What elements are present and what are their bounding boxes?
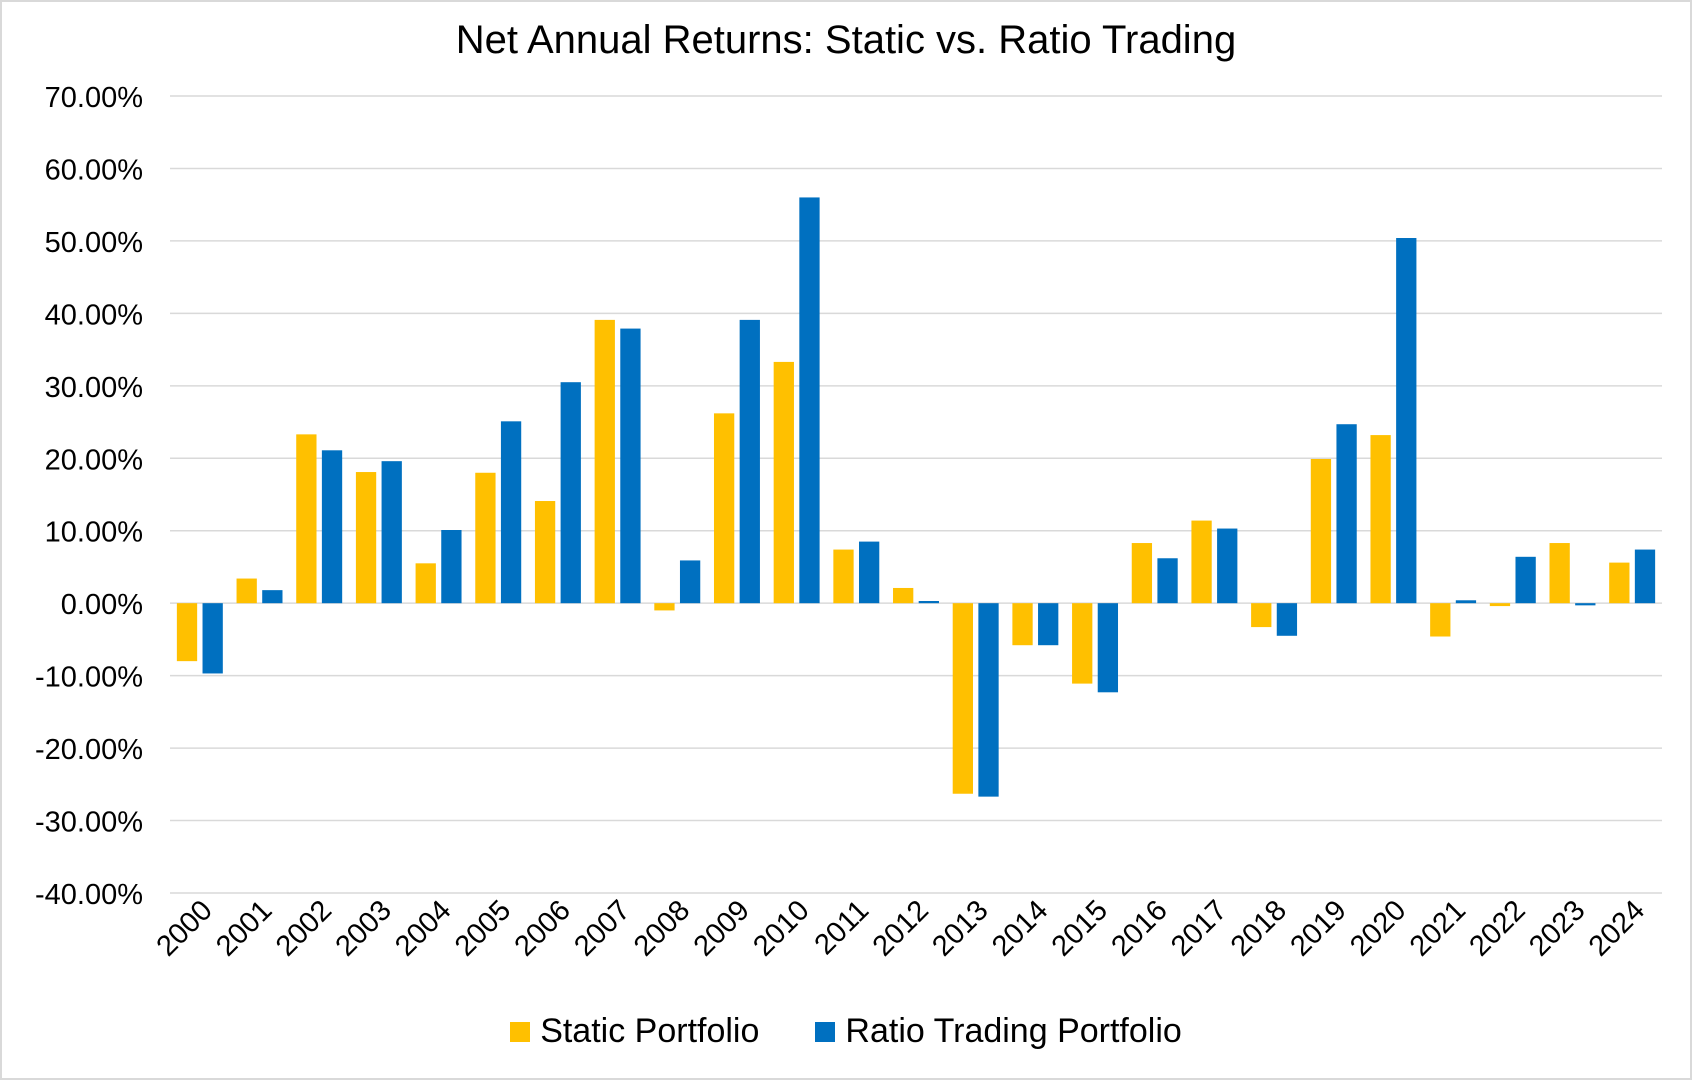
y-tick-label: 40.00%	[45, 299, 143, 331]
bar-static-2022	[1489, 603, 1511, 607]
bar-ratio-2004	[441, 530, 462, 604]
bar-static-2016	[1131, 543, 1153, 604]
bar-ratio-2011	[859, 541, 880, 604]
bar-static-2014	[1012, 603, 1033, 646]
x-tick-label: 2017	[1165, 894, 1233, 962]
bar-static-2000	[176, 603, 198, 662]
x-tick-label: 2002	[270, 894, 338, 962]
x-tick-label: 2007	[568, 894, 636, 962]
bar-ratio-2024	[1634, 549, 1656, 604]
x-tick-label: 2021	[1404, 894, 1472, 962]
bar-static-2011	[833, 549, 854, 604]
bar-static-2021	[1430, 603, 1451, 637]
x-tick-label: 2024	[1583, 894, 1651, 962]
y-tick-label: 50.00%	[45, 227, 143, 259]
x-tick-label: 2003	[330, 894, 398, 962]
bar-ratio-2009	[739, 319, 760, 604]
bar-static-2006	[534, 501, 556, 604]
bar-ratio-2005	[500, 421, 522, 604]
bar-ratio-2023	[1575, 603, 1596, 606]
x-tick-label: 2011	[809, 894, 876, 961]
x-tick-label: 2006	[509, 894, 577, 962]
bar-ratio-2021	[1455, 600, 1477, 604]
x-tick-label: 2008	[628, 894, 696, 962]
legend-item-static: Static Portfolio	[510, 1012, 759, 1051]
legend-label-static: Static Portfolio	[540, 1012, 760, 1050]
bar-static-2010	[773, 361, 794, 604]
x-tick-label: 2023	[1523, 894, 1591, 962]
bar-static-2015	[1072, 603, 1093, 684]
bar-static-2003	[355, 472, 377, 604]
bar-ratio-2020	[1396, 238, 1417, 604]
x-tick-label: 2013	[926, 894, 994, 962]
x-tick-label: 2018	[1225, 894, 1293, 962]
y-tick-label: 70.00%	[45, 82, 143, 114]
bar-ratio-2015	[1097, 603, 1119, 693]
x-tick-label: 2015	[1046, 894, 1114, 962]
x-tick-label: 2016	[1105, 894, 1173, 962]
y-tick-label: 30.00%	[45, 372, 143, 404]
bar-ratio-2019	[1336, 424, 1357, 604]
bar-static-2008	[654, 603, 675, 611]
x-tick-label: 2014	[986, 894, 1054, 962]
y-tick-label: 60.00%	[45, 154, 143, 186]
bar-static-2009	[713, 413, 735, 604]
x-tick-label: 2010	[747, 894, 815, 962]
y-tick-label: 0.00%	[61, 589, 143, 621]
bar-ratio-2018	[1276, 603, 1298, 636]
y-tick-label: -40.00%	[35, 879, 143, 911]
bar-static-2023	[1549, 543, 1570, 604]
bar-ratio-2014	[1038, 603, 1059, 646]
bar-ratio-2012	[918, 601, 939, 604]
bar-static-2012	[893, 587, 914, 604]
bar-static-2024	[1609, 562, 1630, 604]
x-tick-label: 2000	[151, 894, 219, 962]
bar-static-2017	[1191, 520, 1212, 604]
bar-ratio-2001	[262, 590, 283, 604]
x-tick-label: 2004	[389, 894, 457, 962]
bar-ratio-2002	[321, 450, 343, 604]
x-tick-label: 2022	[1464, 894, 1532, 962]
y-tick-label: -10.00%	[35, 662, 143, 694]
bar-ratio-2017	[1217, 528, 1238, 604]
x-tick-label: 2012	[867, 894, 935, 962]
bar-ratio-2008	[679, 560, 701, 604]
x-tick-label: 2020	[1344, 894, 1412, 962]
y-tick-label: 10.00%	[45, 517, 143, 549]
bar-ratio-2003	[381, 461, 402, 604]
bar-ratio-2010	[799, 197, 820, 604]
bar-ratio-2022	[1515, 556, 1536, 604]
bar-static-2020	[1370, 435, 1391, 604]
bar-ratio-2000	[202, 603, 223, 674]
chart-title: Net Annual Returns: Static vs. Ratio Tra…	[455, 18, 1237, 62]
legend-swatch-ratio	[815, 1021, 836, 1042]
bar-static-2013	[952, 603, 973, 794]
bar-ratio-2006	[560, 382, 581, 604]
bar-static-2019	[1310, 458, 1332, 604]
bar-static-2002	[296, 434, 317, 604]
legend-swatch-static	[510, 1021, 531, 1042]
bar-static-2001	[236, 578, 257, 604]
bar-ratio-2007	[620, 328, 641, 604]
x-tick-label: 2005	[449, 894, 517, 962]
x-tick-label: 2019	[1284, 894, 1352, 962]
x-tick-label: 2001	[210, 894, 278, 962]
y-tick-label: 20.00%	[45, 444, 143, 476]
bar-static-2005	[475, 472, 496, 604]
bar-static-2007	[594, 319, 615, 604]
y-tick-label: -20.00%	[35, 734, 143, 766]
legend-label-ratio: Ratio Trading Portfolio	[845, 1012, 1182, 1050]
legend-item-ratio: Ratio Trading Portfolio	[815, 1012, 1182, 1051]
bar-ratio-2016	[1157, 558, 1178, 604]
bar-ratio-2013	[978, 603, 999, 797]
y-tick-label: -30.00%	[35, 807, 143, 839]
legend: Static Portfolio Ratio Trading Portfolio	[0, 1012, 1692, 1051]
bar-static-2004	[415, 563, 436, 604]
bar-static-2018	[1251, 603, 1272, 628]
x-tick-label: 2009	[688, 894, 756, 962]
